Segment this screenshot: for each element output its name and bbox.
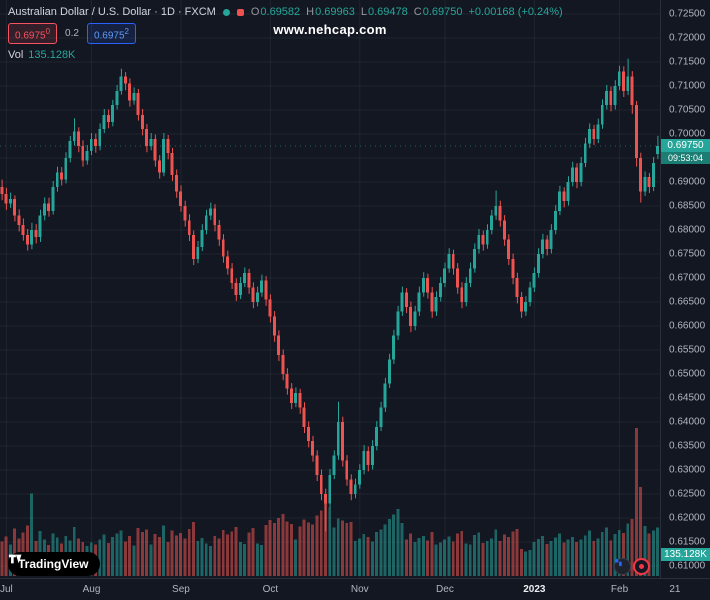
time-axis-label: Oct (262, 584, 279, 595)
time-axis[interactable]: Jul Aug Sep Oct Nov Dec 2023 Feb 21 (0, 578, 710, 600)
last-price-tag: 0.69750 09:53:04 (661, 139, 710, 164)
symbol-title[interactable]: Australian Dollar / U.S. Dollar · 1D · F… (8, 6, 216, 18)
price-axis-label: 0.68500 (669, 200, 706, 212)
high-label: H (306, 6, 315, 18)
price-axis-label: 0.72500 (669, 8, 706, 20)
price-axis-label: 0.66500 (669, 296, 706, 308)
time-axis-label: Sep (172, 584, 190, 595)
tradingview-logo-icon (8, 554, 22, 564)
watchlist-bubble-icon[interactable] (614, 558, 631, 575)
market-open-dot-icon[interactable] (222, 8, 230, 16)
price-axis-label: 0.70000 (669, 128, 706, 140)
close-label: C (413, 6, 422, 18)
tradingview-logo[interactable]: TradingView (8, 552, 101, 576)
chart-legend: Australian Dollar / U.S. Dollar · 1D · F… (8, 6, 563, 61)
time-axis-label: Feb (610, 584, 629, 595)
spread-value: 0.2 (65, 28, 79, 40)
price-axis-label: 0.66000 (669, 320, 706, 332)
buy-price-sup: 2 (124, 27, 129, 36)
price-axis-label: 0.67500 (669, 248, 706, 260)
buy-price: 0.6975 (93, 30, 125, 42)
price-axis-label: 0.63000 (669, 464, 706, 476)
price-axis-label: 0.69000 (669, 176, 706, 188)
price-axis-label: 0.67000 (669, 272, 706, 284)
price-axis-label: 0.62000 (669, 512, 706, 524)
watermark: www.nehcap.com (273, 22, 387, 37)
time-axis-label: 2023 (523, 584, 546, 595)
time-axis-label: 21 (669, 584, 681, 595)
low-value: 0.69478 (368, 6, 408, 18)
price-axis-label: 0.62500 (669, 488, 706, 500)
bar-countdown: 09:53:04 (661, 152, 710, 164)
time-axis-label: Nov (350, 584, 369, 595)
price-axis[interactable]: 0.72500 0.72000 0.71500 0.71000 0.70500 0.700… (660, 0, 710, 578)
sell-button[interactable]: 0.69750 (8, 23, 58, 45)
candlestick-chart[interactable] (0, 0, 660, 578)
price-axis-label: 0.61000 (669, 560, 706, 572)
price-axis-label: 0.72000 (669, 32, 706, 44)
floating-widget-bubbles (614, 558, 650, 575)
ohlc-readout: O 0.69582 H 0.69963 L 0.69478 C 0.69750 +0.0… (251, 6, 563, 18)
change-value: +0.00168 (+0.24%) (468, 6, 563, 18)
buy-button[interactable]: 0.69752 (86, 23, 136, 45)
sell-price: 0.6975 (15, 30, 46, 42)
price-axis-label: 0.68000 (669, 224, 706, 236)
price-axis-label: 0.63500 (669, 440, 706, 452)
price-axis-label: 0.70500 (669, 104, 706, 116)
price-axis-label: 0.61500 (669, 536, 706, 548)
time-axis-label: Dec (436, 584, 454, 595)
tradingview-logo-text: TradingView (18, 557, 89, 571)
price-axis-label: 0.64500 (669, 392, 706, 404)
open-label: O (250, 6, 260, 18)
volume-axis-tag: 135.128K (661, 548, 710, 561)
low-label: L (360, 6, 367, 18)
chart-pane[interactable]: www.nehcap.com Australian Dollar / U.S. … (0, 0, 660, 578)
price-axis-label: 0.71000 (669, 80, 706, 92)
volume-indicator-label[interactable]: Vol (8, 49, 24, 62)
price-axis-label: 0.64000 (669, 416, 706, 428)
record-bubble-icon[interactable] (633, 558, 650, 575)
price-axis-label: 0.71500 (669, 56, 706, 68)
price-axis-label: 0.65000 (669, 368, 706, 380)
price-axis-label: 0.65500 (669, 344, 706, 356)
time-axis-label: Jul (0, 584, 13, 595)
high-value: 0.69963 (315, 6, 355, 18)
open-value: 0.69582 (260, 6, 301, 18)
mini-chart-icon (614, 558, 622, 567)
close-value: 0.69750 (422, 6, 463, 18)
sell-price-sup: 0 (45, 27, 51, 36)
volume-indicator-value: 135.128K (28, 49, 76, 62)
time-axis-label: Aug (82, 584, 101, 595)
last-price-value: 0.69750 (661, 139, 710, 152)
alert-dot-icon[interactable] (236, 8, 244, 16)
